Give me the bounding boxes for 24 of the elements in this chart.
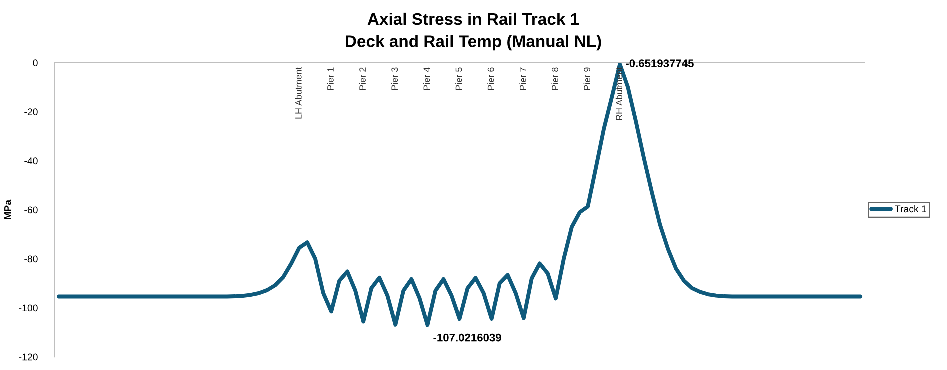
- x-tick-label: Pier 6: [488, 68, 494, 90]
- x-tick-label: Pier 8: [552, 68, 558, 90]
- chart-title: Axial Stress in Rail Track 1: [368, 12, 580, 26]
- x-tick-label: Pier 4: [423, 68, 430, 90]
- y-tick-label: -20: [24, 108, 38, 116]
- x-tick-label: RH Abutment: [616, 67, 623, 120]
- x-tick-label: Pier 3: [391, 68, 398, 90]
- y-tick-label: 0: [33, 60, 38, 67]
- x-tick-label: LH Abutment: [295, 67, 302, 119]
- data-label: -0.651937745: [626, 60, 694, 68]
- y-axis-title: MPa: [4, 200, 12, 220]
- y-tick-label: -120: [19, 354, 38, 361]
- y-tick-label: -40: [24, 158, 38, 165]
- x-tick-label: Pier 7: [520, 68, 526, 90]
- x-tick-label: Pier 1: [327, 68, 334, 90]
- y-tick-label: -80: [24, 256, 38, 263]
- x-tick-label: Pier 5: [456, 68, 462, 90]
- y-tick-label: -100: [19, 304, 38, 312]
- chart-subtitle: Deck and Rail Temp (Manual NL): [346, 35, 602, 51]
- data-label: -107.0216039: [434, 334, 502, 342]
- x-tick-label: Pier 2: [359, 68, 366, 90]
- legend-label: Track 1: [895, 205, 926, 213]
- y-tick-label: -60: [24, 206, 38, 214]
- x-tick-label: Pier 9: [584, 68, 590, 90]
